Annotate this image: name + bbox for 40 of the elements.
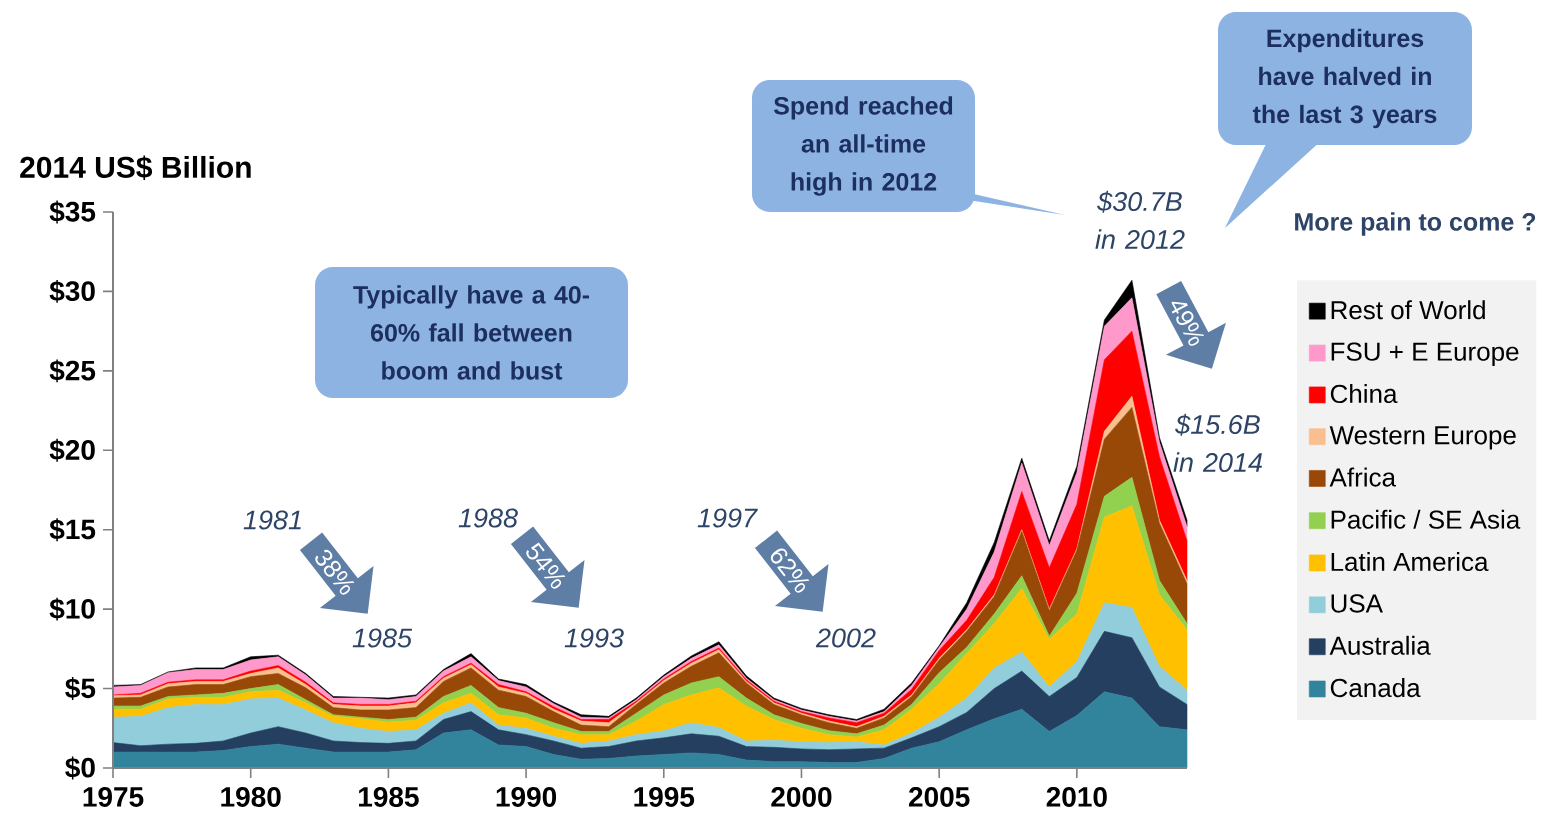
y-tick-label: $35 (49, 200, 96, 224)
legend-label: Latin America (1331, 552, 1489, 572)
y-axis-title: 2014 US$ Billion (20, 155, 251, 180)
annotation: $30.7B in 2012 (1095, 190, 1185, 250)
text: Spend reached an all-time high in 2012 (773, 96, 953, 196)
y-tick-label: $20 (49, 438, 95, 462)
y-tick-label: $15 (49, 518, 96, 542)
x-tick-label: 1985 (359, 787, 419, 807)
legend-label: Canada (1330, 678, 1421, 698)
x-tick-label: 2000 (771, 787, 832, 807)
legend-label: Australia (1329, 635, 1431, 655)
y-tick-label: $30 (49, 279, 95, 303)
text: Expenditures have halved in the last 3 years (1252, 28, 1437, 129)
y-tick-label: $25 (49, 359, 96, 383)
text: More pain to come ? (1295, 212, 1536, 236)
x-tick-label: 1975 (83, 787, 144, 807)
y-tick-label: $0 (65, 756, 95, 780)
y-tick-label: $10 (49, 597, 95, 621)
annotation: 49% (1171, 301, 1205, 346)
x-tick-label: 2005 (908, 787, 970, 807)
annotation: 1997 (697, 508, 758, 528)
x-tick-label: 2010 (1046, 787, 1107, 807)
y-tick-label: $5 (65, 677, 96, 700)
annotation: 2002 (815, 628, 876, 648)
legend-label: Pacific / SE Asia (1331, 509, 1521, 529)
annotation: 1981 (243, 510, 301, 530)
x-tick-label: 1995 (634, 787, 695, 807)
legend-label: Western Europe (1329, 426, 1516, 450)
legend-label: China (1330, 384, 1398, 404)
annotation: 1985 (352, 628, 413, 648)
legend-label: USA (1331, 594, 1383, 613)
legend-label: Rest of World (1331, 300, 1485, 320)
legend-label: FSU + E Europe (1331, 342, 1519, 367)
x-tick-label: 1990 (496, 787, 557, 807)
annotation: $15.6B in 2014 (1173, 413, 1262, 473)
x-tick-label: 1980 (221, 787, 281, 807)
legend-label: Africa (1329, 467, 1397, 487)
annotation: Typically have a 40-60% fall between boom and bust (353, 285, 590, 380)
annotation: 1993 (564, 628, 624, 648)
annotation: 1988 (458, 508, 518, 528)
